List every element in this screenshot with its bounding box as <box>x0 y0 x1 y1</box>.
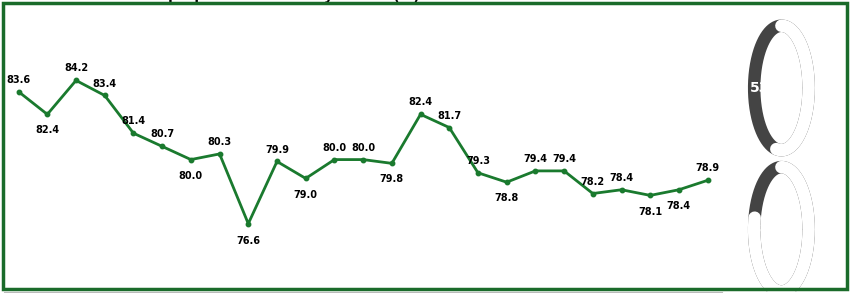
Text: 79.9: 79.9 <box>265 144 289 154</box>
Text: 79.8: 79.8 <box>380 174 404 185</box>
Text: 79.4: 79.4 <box>524 154 547 164</box>
Text: 78%: 78% <box>750 222 783 236</box>
Text: 81.7: 81.7 <box>437 110 462 121</box>
Text: 79.3: 79.3 <box>466 156 490 166</box>
Text: 82.4: 82.4 <box>409 97 433 108</box>
Text: 78.8: 78.8 <box>495 193 518 203</box>
Text: 53%: 53% <box>750 81 783 95</box>
Text: 80.0: 80.0 <box>322 143 347 153</box>
Text: 81.4: 81.4 <box>122 116 145 126</box>
Text: 84.2: 84.2 <box>64 64 88 74</box>
Text: 82.4: 82.4 <box>35 125 60 135</box>
Text: 78.4: 78.4 <box>609 173 633 183</box>
Text: 80.7: 80.7 <box>150 130 174 139</box>
Text: 79.0: 79.0 <box>294 190 318 200</box>
Text: Share of total meals prepared at home by month (%): Share of total meals prepared at home by… <box>4 0 420 4</box>
Text: 80.0: 80.0 <box>351 143 375 153</box>
Text: 78.4: 78.4 <box>667 201 691 211</box>
Text: 80.0: 80.0 <box>178 171 203 181</box>
Text: 80.3: 80.3 <box>207 137 232 147</box>
Text: 83.6: 83.6 <box>7 75 31 85</box>
Text: 78.2: 78.2 <box>581 177 605 187</box>
Text: 83.4: 83.4 <box>93 79 116 88</box>
Text: 78.9: 78.9 <box>695 163 720 173</box>
Text: 78.1: 78.1 <box>638 207 662 217</box>
Text: 79.4: 79.4 <box>552 154 576 164</box>
Text: 76.6: 76.6 <box>236 236 260 246</box>
